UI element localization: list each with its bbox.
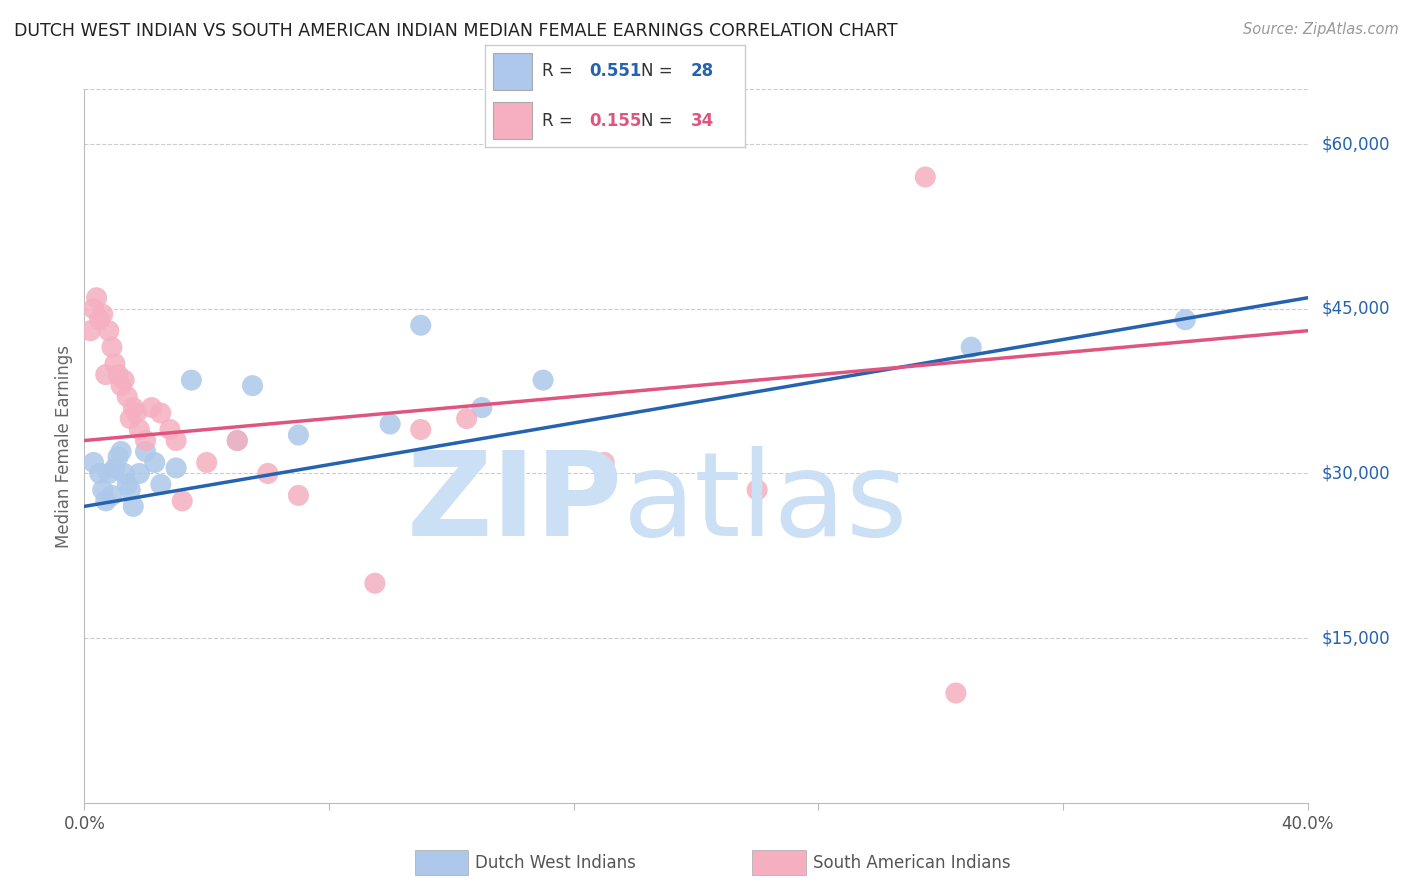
Point xyxy=(135,434,157,448)
Text: N =: N = xyxy=(641,112,678,129)
Text: Dutch West Indians: Dutch West Indians xyxy=(475,854,636,871)
Point xyxy=(97,467,120,481)
Point xyxy=(471,401,494,415)
Point xyxy=(89,312,111,326)
Point xyxy=(120,483,142,497)
Text: R =: R = xyxy=(543,62,578,80)
Point xyxy=(257,467,280,481)
Text: 28: 28 xyxy=(690,62,714,80)
Y-axis label: Median Female Earnings: Median Female Earnings xyxy=(55,344,73,548)
Point xyxy=(115,477,138,491)
Point xyxy=(94,494,117,508)
Point xyxy=(122,401,145,415)
Text: 0.551: 0.551 xyxy=(589,62,641,80)
Point xyxy=(94,368,117,382)
Point xyxy=(242,378,264,392)
Text: 0.155: 0.155 xyxy=(589,112,641,129)
Text: R =: R = xyxy=(543,112,578,129)
Point xyxy=(112,373,135,387)
Text: $60,000: $60,000 xyxy=(1322,135,1391,153)
Point xyxy=(91,307,114,321)
Text: South American Indians: South American Indians xyxy=(813,854,1011,871)
Point xyxy=(107,450,129,464)
Point xyxy=(125,406,148,420)
Point xyxy=(128,423,150,437)
Point xyxy=(364,576,387,591)
Point xyxy=(172,494,194,508)
Point xyxy=(226,434,249,448)
Text: atlas: atlas xyxy=(623,446,908,560)
Point xyxy=(287,488,309,502)
Point xyxy=(226,434,249,448)
Text: ZIP: ZIP xyxy=(406,446,623,560)
Point xyxy=(89,467,111,481)
Point xyxy=(409,318,432,333)
Text: 34: 34 xyxy=(690,112,714,129)
Point xyxy=(914,169,936,184)
Bar xyxy=(494,53,531,90)
Text: N =: N = xyxy=(641,62,678,80)
Point xyxy=(97,324,120,338)
Point xyxy=(159,423,181,437)
Point xyxy=(180,373,202,387)
Point xyxy=(1174,312,1197,326)
Point xyxy=(195,455,218,469)
Point xyxy=(83,301,105,316)
Point xyxy=(115,390,138,404)
Text: $30,000: $30,000 xyxy=(1322,465,1391,483)
Point xyxy=(128,467,150,481)
Point xyxy=(120,411,142,425)
Point xyxy=(135,444,157,458)
Point xyxy=(165,461,187,475)
Point xyxy=(79,324,101,338)
Point xyxy=(83,455,105,469)
Point xyxy=(104,461,127,475)
Point xyxy=(456,411,478,425)
Point xyxy=(122,500,145,514)
Point xyxy=(104,357,127,371)
Point xyxy=(287,428,309,442)
Text: DUTCH WEST INDIAN VS SOUTH AMERICAN INDIAN MEDIAN FEMALE EARNINGS CORRELATION CH: DUTCH WEST INDIAN VS SOUTH AMERICAN INDI… xyxy=(14,22,897,40)
Text: Source: ZipAtlas.com: Source: ZipAtlas.com xyxy=(1243,22,1399,37)
Point xyxy=(110,444,132,458)
Point xyxy=(101,340,124,354)
Point xyxy=(593,455,616,469)
Point xyxy=(101,488,124,502)
Point xyxy=(745,483,768,497)
Point xyxy=(409,423,432,437)
Point xyxy=(107,368,129,382)
Point xyxy=(86,291,108,305)
Text: $15,000: $15,000 xyxy=(1322,629,1391,647)
Point xyxy=(141,401,163,415)
Point xyxy=(110,378,132,392)
Text: $45,000: $45,000 xyxy=(1322,300,1391,318)
Point xyxy=(165,434,187,448)
Point xyxy=(149,406,172,420)
Point xyxy=(91,483,114,497)
Point xyxy=(112,467,135,481)
Point xyxy=(960,340,983,354)
Point xyxy=(531,373,554,387)
Point xyxy=(143,455,166,469)
Bar xyxy=(494,102,531,139)
Point xyxy=(380,417,402,431)
Point xyxy=(149,477,172,491)
Point xyxy=(945,686,967,700)
